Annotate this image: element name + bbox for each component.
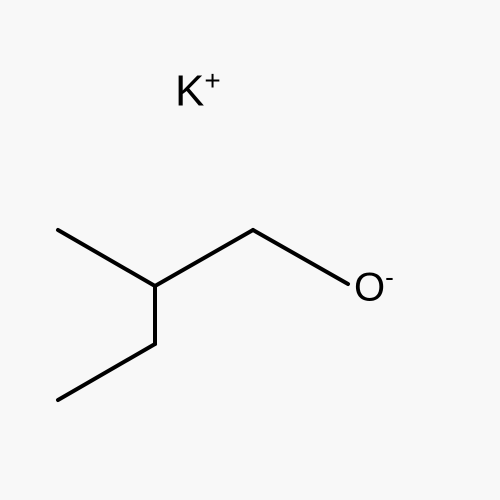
anion-element: O [354, 265, 385, 309]
bond-ch2-to-o [253, 230, 348, 284]
bond-lines [0, 0, 500, 500]
chemical-structure-canvas: K+ O- [0, 0, 500, 500]
oxygen-anion-label: O- [354, 262, 394, 310]
bond-ch3-to-ch-upper [58, 230, 155, 286]
bond-ch-to-ch2 [155, 230, 253, 286]
cation-element: K [175, 67, 204, 116]
potassium-cation-label: K+ [175, 65, 221, 117]
cation-charge: + [204, 65, 220, 96]
bond-ch3-to-ch-lower [58, 344, 155, 400]
anion-charge: - [385, 262, 394, 292]
